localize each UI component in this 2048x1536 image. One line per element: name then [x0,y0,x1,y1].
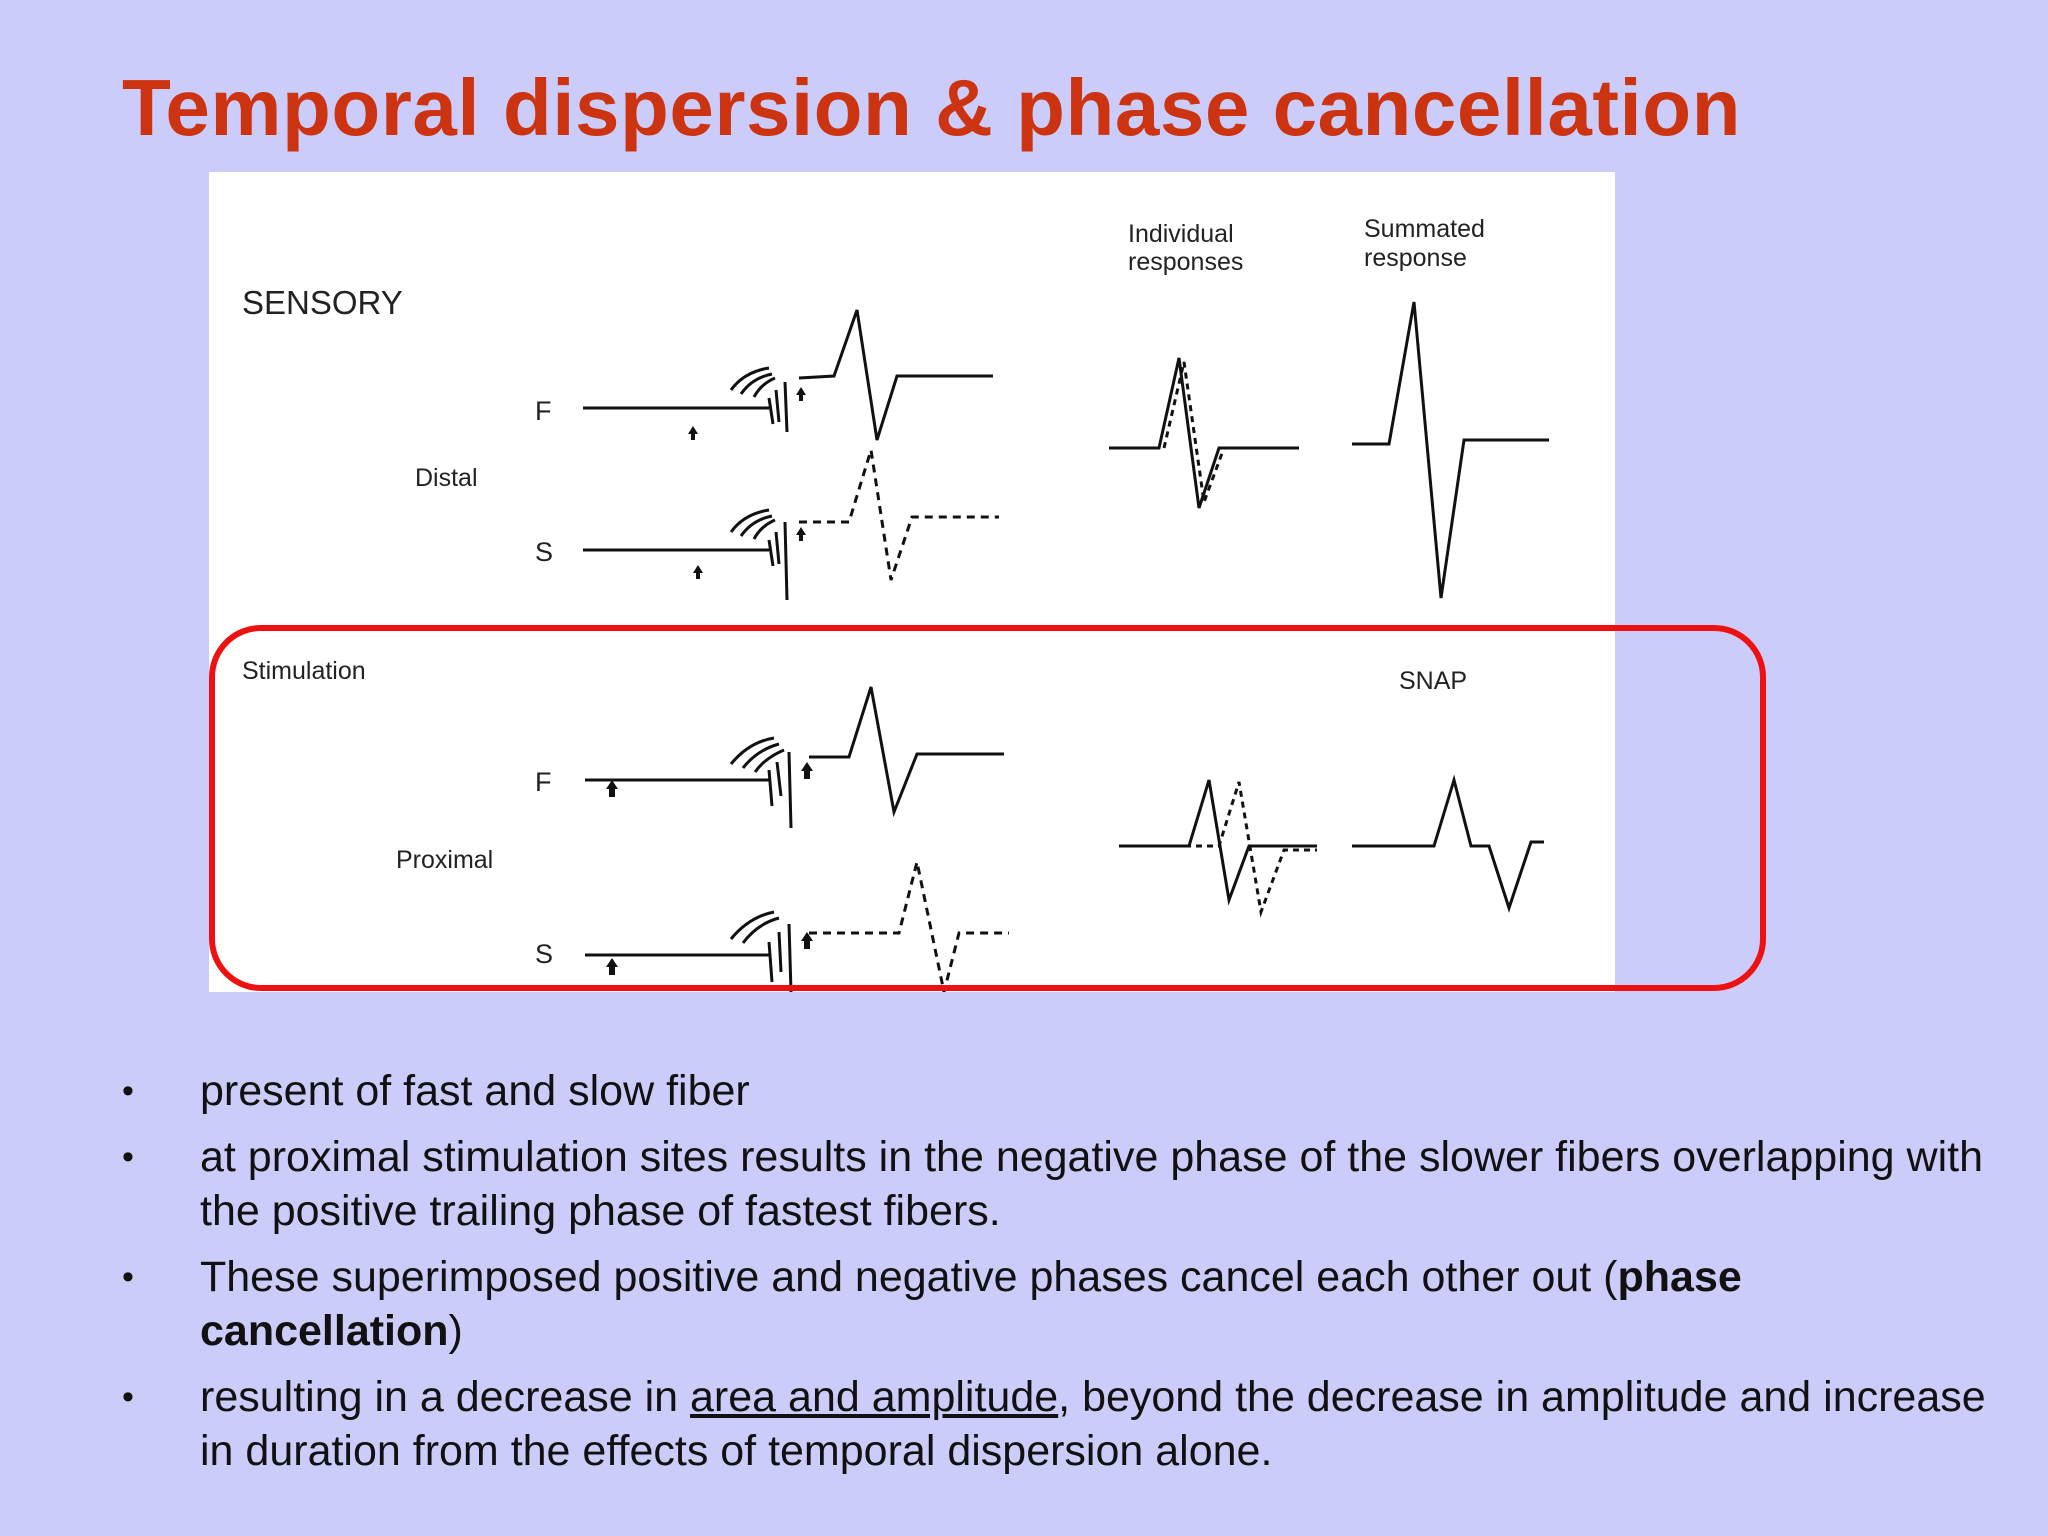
distal-f-label: F [535,396,552,426]
distal-s-waveform [799,449,999,581]
proximal-f-stim-arcs [729,736,785,773]
snap-label: SNAP [1399,667,1467,695]
slide-title: Temporal dispersion & phase cancellation [122,63,1741,152]
bullet-dot: • [122,1258,134,1296]
stimulation-label: Stimulation [242,657,366,685]
distal-s-artifact [767,521,789,601]
proximal-label: Proximal [396,846,493,874]
bullet-text: at proximal stimulation sites results in… [200,1133,1984,1235]
bullet-item: • These superimposed positive and negati… [122,1250,2002,1358]
bullet-bold-term: phase cancellation [200,1253,1742,1355]
bullet-underlined-term: area and amplitude [690,1373,1059,1421]
proximal-highlight-box [209,625,1766,991]
summated-label-line2: response [1364,244,1467,272]
distal-s-arrow-1 [693,565,703,579]
proximal-f-waveform [809,686,1004,818]
bullet-list: • present of fast and slow fiber • at pr… [122,1064,2002,1490]
bullet-dot: • [122,1072,134,1110]
proximal-s-stim-arcs [729,910,780,944]
individual-label-line1: Individual [1128,220,1234,248]
proximal-s-waveform [809,861,1009,992]
bullet-text: present of fast and slow fiber [200,1067,750,1115]
bullet-dot: • [122,1138,134,1176]
bullet-item: • resulting in a decrease in area and am… [122,1370,2002,1478]
distal-s-label: S [535,537,553,567]
bullet-item: • present of fast and slow fiber [122,1064,2002,1118]
individual-proximal-slow [1119,781,1317,918]
distal-f-arrow-1 [688,426,698,440]
proximal-s-label: S [535,939,553,969]
distal-f-artifact [767,381,789,433]
proximal-s-artifact [767,923,793,992]
proximal-f-arrow-2 [801,762,813,779]
summated-distal [1352,301,1549,599]
summated-label-line1: Summated [1364,215,1485,243]
distal-label: Distal [415,464,478,492]
bullet-text-pre: resulting in a decrease in [200,1373,691,1421]
summated-proximal-snap [1352,774,1544,913]
proximal-f-artifact [767,751,793,829]
bullet-text-pre: These superimposed positive and negative… [200,1253,1618,1301]
distal-f-waveform [798,309,993,441]
distal-s-arrow-2 [796,527,806,541]
proximal-f-arrow-1 [606,780,618,797]
distal-f-stim-arcs [729,366,776,398]
bullet-dot: • [122,1378,134,1416]
nerve-conduction-figure: SENSORY Individual responses Summated re… [209,172,1615,992]
proximal-f-label: F [535,767,552,797]
bullet-text-post: ) [448,1307,463,1355]
figure-svg: SENSORY Individual responses Summated re… [242,215,1549,992]
distal-s-stim-arcs [729,508,776,540]
proximal-s-arrow-1 [606,958,618,975]
individual-label-line2: responses [1128,248,1243,276]
distal-f-arrow-2 [796,387,806,401]
bullet-item: • at proximal stimulation sites results … [122,1130,2002,1238]
bullet-text-post: , beyond the decrease in amplitude and i… [200,1373,1986,1475]
individual-distal-fast [1109,357,1299,509]
individual-distal-slow [1109,361,1299,503]
proximal-s-arrow-2 [801,932,813,949]
sensory-label: SENSORY [242,284,403,321]
